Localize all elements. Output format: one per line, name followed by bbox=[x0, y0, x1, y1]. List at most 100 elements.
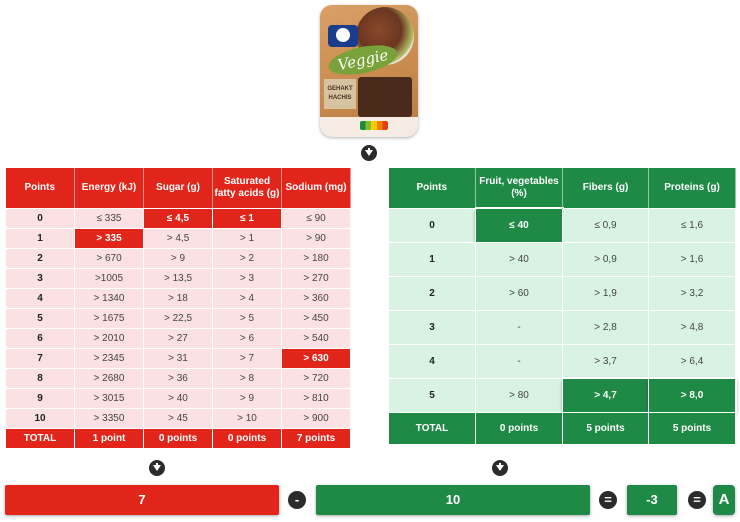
table-cell: > 40 bbox=[475, 241, 563, 277]
table-cell: > 450 bbox=[281, 307, 351, 329]
table-row: 3 >1005 > 13,5 > 3 > 270 bbox=[5, 267, 351, 289]
highlight-cell: ≤ 40 bbox=[475, 207, 563, 243]
table-row: 9 > 3015 > 40 > 9 > 810 bbox=[5, 387, 351, 409]
table-cell: - bbox=[475, 343, 563, 379]
points-cell: 3 bbox=[5, 267, 75, 289]
table-row: 3 - > 2,8 > 4,8 bbox=[388, 309, 736, 345]
table-cell: > 270 bbox=[281, 267, 351, 289]
table-cell: > 6,4 bbox=[648, 343, 736, 379]
highlight-cell: > 4,7 bbox=[562, 377, 649, 413]
points-cell: 5 bbox=[388, 377, 476, 413]
points-cell: 4 bbox=[5, 287, 75, 309]
points-cell: 2 bbox=[388, 275, 476, 311]
header-points: Points bbox=[5, 168, 75, 208]
table-row: 0 ≤ 335 ≤ 4,5 ≤ 1 ≤ 90 bbox=[5, 207, 351, 229]
table-cell: >1005 bbox=[74, 267, 144, 289]
table-cell: > 9 bbox=[143, 247, 213, 269]
grade-badge: A bbox=[713, 485, 735, 515]
table-cell: > 1,9 bbox=[562, 275, 649, 311]
table-row: 8 > 2680 > 36 > 8 > 720 bbox=[5, 367, 351, 389]
table-cell: > 18 bbox=[143, 287, 213, 309]
total-sodium: 7 points bbox=[281, 427, 351, 449]
total-proteins: 5 points bbox=[648, 411, 736, 445]
table-cell: ≤ 335 bbox=[74, 207, 144, 229]
points-cell: 1 bbox=[388, 241, 476, 277]
table-cell: > 45 bbox=[143, 407, 213, 429]
table-cell: > 1 bbox=[212, 227, 282, 249]
table-row: 10 > 3350 > 45 > 10 > 900 bbox=[5, 407, 351, 429]
table-row: 1 > 335 > 4,5 > 1 > 90 bbox=[5, 227, 351, 249]
arrow-down-icon bbox=[361, 145, 377, 161]
table-row: 5 > 1675 > 22,5 > 5 > 450 bbox=[5, 307, 351, 329]
table-cell: > 3,2 bbox=[648, 275, 736, 311]
positive-total-box: 10 bbox=[316, 485, 590, 515]
positive-points-table: Points Fruit, vegetables (%) Fibers (g) … bbox=[388, 168, 736, 445]
table-row: 1 > 40 > 0,9 > 1,6 bbox=[388, 241, 736, 277]
table-cell: > 720 bbox=[281, 367, 351, 389]
total-fruit-vegetables: 0 points bbox=[475, 411, 563, 445]
total-row: TOTAL 0 points 5 points 5 points bbox=[388, 411, 736, 445]
table-row: 4 > 1340 > 18 > 4 > 360 bbox=[5, 287, 351, 309]
table-cell: > 3,7 bbox=[562, 343, 649, 379]
highlight-cell: ≤ 1 bbox=[212, 207, 282, 229]
minus-icon: - bbox=[288, 491, 306, 509]
table-cell: > 60 bbox=[475, 275, 563, 311]
header-fruit-vegetables: Fruit, vegetables (%) bbox=[475, 168, 563, 208]
points-cell: 9 bbox=[5, 387, 75, 409]
table-cell: > 2345 bbox=[74, 347, 144, 369]
table-cell: ≤ 0,9 bbox=[562, 207, 649, 243]
highlight-cell: > 630 bbox=[281, 347, 351, 369]
equals-icon: = bbox=[599, 491, 617, 509]
table-cell: > 31 bbox=[143, 347, 213, 369]
table-cell: > 80 bbox=[475, 377, 563, 413]
table-cell: > 36 bbox=[143, 367, 213, 389]
arrow-down-icon bbox=[149, 460, 165, 476]
table-cell: > 900 bbox=[281, 407, 351, 429]
table-cell: ≤ 1,6 bbox=[648, 207, 736, 243]
header-fibers: Fibers (g) bbox=[562, 168, 649, 208]
header-saturated-fat: Saturated fatty acids (g) bbox=[212, 168, 282, 208]
arrow-down-icon bbox=[492, 460, 508, 476]
table-cell: - bbox=[475, 309, 563, 345]
points-cell: 4 bbox=[388, 343, 476, 379]
table-cell: > 6 bbox=[212, 327, 282, 349]
table-cell: ≤ 90 bbox=[281, 207, 351, 229]
table-header-row: Points Energy (kJ) Sugar (g) Saturated f… bbox=[5, 168, 351, 208]
table-cell: > 2680 bbox=[74, 367, 144, 389]
highlight-cell: ≤ 4,5 bbox=[143, 207, 213, 229]
total-label: TOTAL bbox=[5, 427, 75, 449]
points-cell: 1 bbox=[5, 227, 75, 249]
table-cell: > 2 bbox=[212, 247, 282, 269]
product-label: GEHAKT HACHIS bbox=[324, 79, 356, 109]
table-cell: > 10 bbox=[212, 407, 282, 429]
highlight-cell: > 8,0 bbox=[648, 377, 736, 413]
header-sodium: Sodium (mg) bbox=[281, 168, 351, 208]
header-energy: Energy (kJ) bbox=[74, 168, 144, 208]
points-cell: 5 bbox=[5, 307, 75, 329]
table-header-row: Points Fruit, vegetables (%) Fibers (g) … bbox=[388, 168, 736, 208]
points-cell: 2 bbox=[5, 247, 75, 269]
total-energy: 1 point bbox=[74, 427, 144, 449]
header-sugar: Sugar (g) bbox=[143, 168, 213, 208]
total-sugar: 0 points bbox=[143, 427, 213, 449]
table-cell: > 670 bbox=[74, 247, 144, 269]
table-cell: > 22,5 bbox=[143, 307, 213, 329]
header-proteins: Proteins (g) bbox=[648, 168, 736, 208]
negative-total-box: 7 bbox=[5, 485, 279, 515]
table-cell: > 8 bbox=[212, 367, 282, 389]
negative-points-table: Points Energy (kJ) Sugar (g) Saturated f… bbox=[5, 168, 351, 449]
table-cell: > 3015 bbox=[74, 387, 144, 409]
table-cell: > 180 bbox=[281, 247, 351, 269]
points-cell: 6 bbox=[5, 327, 75, 349]
score-box: -3 bbox=[627, 485, 677, 515]
table-cell: > 27 bbox=[143, 327, 213, 349]
table-cell: > 360 bbox=[281, 287, 351, 309]
header-points: Points bbox=[388, 168, 476, 208]
table-cell: > 1,6 bbox=[648, 241, 736, 277]
table-cell: > 810 bbox=[281, 387, 351, 409]
table-cell: > 2,8 bbox=[562, 309, 649, 345]
table-row: 4 - > 3,7 > 6,4 bbox=[388, 343, 736, 379]
table-row: 2 > 60 > 1,9 > 3,2 bbox=[388, 275, 736, 311]
table-cell: > 3350 bbox=[74, 407, 144, 429]
points-cell: 8 bbox=[5, 367, 75, 389]
